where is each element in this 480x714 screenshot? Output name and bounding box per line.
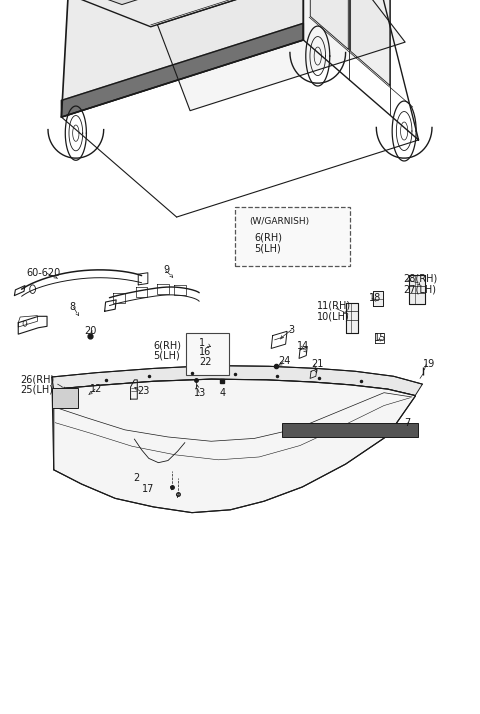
Text: 3: 3 — [288, 325, 294, 335]
Text: 25(LH): 25(LH) — [20, 385, 53, 395]
Text: 60-620: 60-620 — [26, 268, 60, 278]
Bar — [282, 423, 418, 437]
Polygon shape — [52, 366, 422, 396]
Text: 15: 15 — [374, 333, 387, 343]
Polygon shape — [61, 24, 303, 117]
Polygon shape — [82, 0, 324, 4]
Polygon shape — [409, 275, 425, 304]
Polygon shape — [373, 291, 383, 306]
Text: 11(RH): 11(RH) — [317, 301, 351, 311]
Text: 27(LH): 27(LH) — [403, 284, 436, 294]
Polygon shape — [157, 0, 405, 111]
Bar — [186, 333, 229, 375]
Text: 28(RH): 28(RH) — [403, 273, 437, 283]
Polygon shape — [346, 303, 358, 333]
Text: 16: 16 — [199, 347, 212, 357]
Text: 14: 14 — [297, 341, 309, 351]
Text: 6(RH): 6(RH) — [154, 341, 181, 351]
Text: 6(RH): 6(RH) — [254, 232, 282, 242]
Text: (W/GARNISH): (W/GARNISH) — [250, 217, 310, 226]
Text: 17: 17 — [142, 484, 154, 494]
Polygon shape — [54, 379, 415, 513]
Text: 5(LH): 5(LH) — [154, 351, 180, 361]
Text: 8: 8 — [70, 302, 76, 312]
Text: 10(LH): 10(LH) — [317, 311, 349, 321]
Polygon shape — [310, 0, 348, 49]
Text: 5(LH): 5(LH) — [254, 243, 281, 253]
Bar — [235, 207, 350, 266]
Text: 22: 22 — [199, 357, 212, 367]
Text: 9: 9 — [163, 265, 169, 275]
Text: 12: 12 — [90, 384, 103, 394]
Text: 21: 21 — [311, 359, 324, 369]
Polygon shape — [350, 0, 390, 85]
Text: 26(RH): 26(RH) — [20, 375, 54, 385]
Text: 2: 2 — [133, 473, 140, 483]
Text: 23: 23 — [137, 386, 149, 396]
Text: 20: 20 — [84, 326, 96, 336]
Text: 24: 24 — [278, 356, 291, 366]
Text: 13: 13 — [194, 388, 207, 398]
Bar — [52, 388, 78, 408]
Text: 4: 4 — [220, 388, 226, 398]
Text: 19: 19 — [423, 359, 436, 369]
Text: 18: 18 — [369, 293, 381, 303]
Text: 1: 1 — [199, 338, 205, 348]
Polygon shape — [61, 0, 303, 117]
Text: 7: 7 — [404, 418, 410, 428]
